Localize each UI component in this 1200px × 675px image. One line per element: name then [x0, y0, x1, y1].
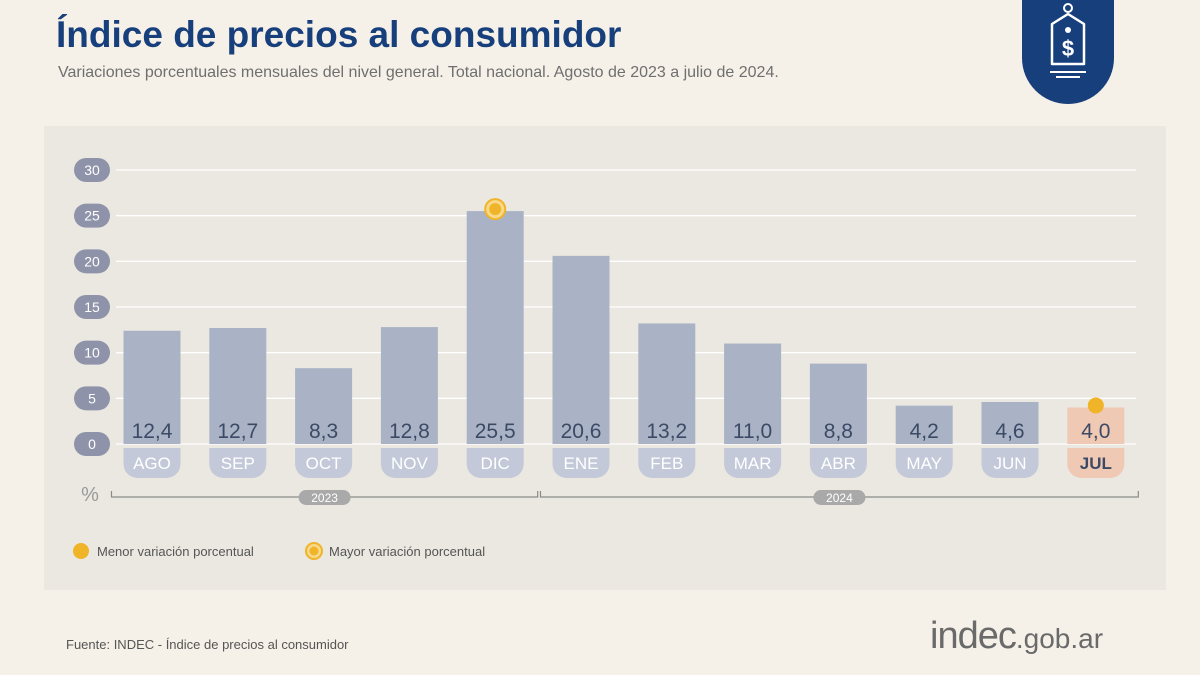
- x-tick-label: ABR: [821, 454, 856, 473]
- bar-mar: [724, 343, 782, 444]
- bar-nov: [380, 327, 438, 444]
- min-marker: [1087, 397, 1104, 414]
- data-label: 20,6: [561, 420, 602, 443]
- x-tick-label: AGO: [133, 454, 171, 473]
- legend-max-label: Mayor variación porcentual: [329, 544, 485, 559]
- data-label: 13,2: [646, 420, 687, 443]
- x-tick-label: DIC: [481, 454, 510, 473]
- y-tick-badge: [74, 432, 110, 456]
- data-label: 12,4: [132, 420, 173, 443]
- chart-title: Índice de precios al consumidor: [56, 14, 622, 55]
- y-tick-badge: [74, 203, 110, 228]
- month-pill: [380, 448, 438, 478]
- x-tick-label: JUN: [993, 454, 1026, 473]
- x-tick-label: MAR: [734, 454, 772, 473]
- max-marker-core: [489, 203, 502, 216]
- data-label: 11,0: [733, 420, 772, 443]
- year-badge: [813, 490, 866, 505]
- year-label: 2023: [311, 491, 338, 505]
- chart-subtitle: Variaciones porcentuales mensuales del n…: [58, 64, 779, 81]
- x-tick-label: FEB: [650, 454, 683, 473]
- svg-text:$: $: [1062, 36, 1074, 61]
- bar-sep: [209, 328, 267, 444]
- data-label: 8,3: [309, 420, 338, 443]
- bar-ene: [552, 255, 610, 444]
- bar-feb: [638, 323, 696, 444]
- indec-logo: indec.gob.ar: [930, 615, 1103, 658]
- bar-abr: [809, 363, 867, 444]
- month-pill: [724, 448, 782, 478]
- legend-min-swatch: [73, 543, 89, 559]
- data-label: 12,7: [217, 420, 258, 443]
- month-pill: [895, 448, 953, 478]
- month-pill: [209, 448, 267, 478]
- x-tick-label: MAY: [906, 454, 942, 473]
- y-tick-badge: [74, 340, 110, 365]
- month-pill: [809, 448, 867, 478]
- month-pill: [466, 448, 524, 478]
- bar-ago: [123, 330, 181, 444]
- data-label: 4,6: [995, 420, 1024, 443]
- data-label: 4,2: [910, 420, 939, 443]
- brand-main: indec: [930, 615, 1017, 657]
- legend-max-swatch-core: [309, 546, 319, 556]
- month-pill: [981, 448, 1039, 478]
- bar-may: [895, 405, 953, 444]
- price-tag-badge: $: [1022, 0, 1114, 104]
- y-tick-label: 20: [84, 253, 100, 269]
- y-tick-badge: [74, 386, 110, 411]
- x-tick-label: SEP: [221, 454, 255, 473]
- month-pill: [638, 448, 696, 478]
- month-pill: [1067, 448, 1125, 478]
- chart-panel: 0 5 10 15 20 25 30% 12,4 AGO 12,7 SEP 8,3 OCT 12,8 NOV…: [44, 126, 1166, 590]
- year-label: 2024: [826, 491, 853, 505]
- y-tick-label: 0: [88, 436, 96, 452]
- x-tick-label: OCT: [306, 454, 342, 473]
- y-tick-label: 10: [84, 345, 100, 361]
- y-tick-badge: [74, 158, 110, 182]
- price-tag-dollar-icon: $: [1050, 3, 1086, 78]
- month-pill: [552, 448, 610, 478]
- y-tick-label: 5: [88, 390, 96, 406]
- year-badge: [298, 490, 351, 505]
- y-axis-unit: %: [81, 484, 99, 506]
- bar-chart: 0 5 10 15 20 25 30% 12,4 AGO 12,7 SEP 8,3 OCT 12,8 NOV…: [73, 158, 1139, 560]
- y-tick-label: 15: [84, 299, 100, 315]
- y-tick-badge: [74, 249, 110, 274]
- y-tick-label: 30: [84, 162, 100, 178]
- y-tick-label: 25: [84, 208, 100, 224]
- bar-jun: [981, 401, 1039, 444]
- data-label: 4,0: [1081, 420, 1110, 443]
- bar-dic: [466, 211, 524, 444]
- month-pill: [123, 448, 181, 478]
- data-label: 12,8: [389, 420, 430, 443]
- y-tick-badge: [74, 295, 110, 319]
- x-tick-label: NOV: [391, 454, 429, 473]
- brand-suffix: .gob.ar: [1015, 623, 1104, 654]
- bar-oct: [295, 368, 353, 444]
- data-label: 25,5: [475, 420, 516, 443]
- bar-jul: [1067, 407, 1125, 444]
- data-label: 8,8: [824, 420, 853, 443]
- month-pill: [295, 448, 353, 478]
- legend-min-label: Menor variación porcentual: [97, 544, 254, 559]
- x-tick-label: JUL: [1080, 454, 1112, 473]
- x-tick-label: ENE: [564, 454, 599, 473]
- source-note: Fuente: INDEC - Índice de precios al con…: [66, 637, 349, 652]
